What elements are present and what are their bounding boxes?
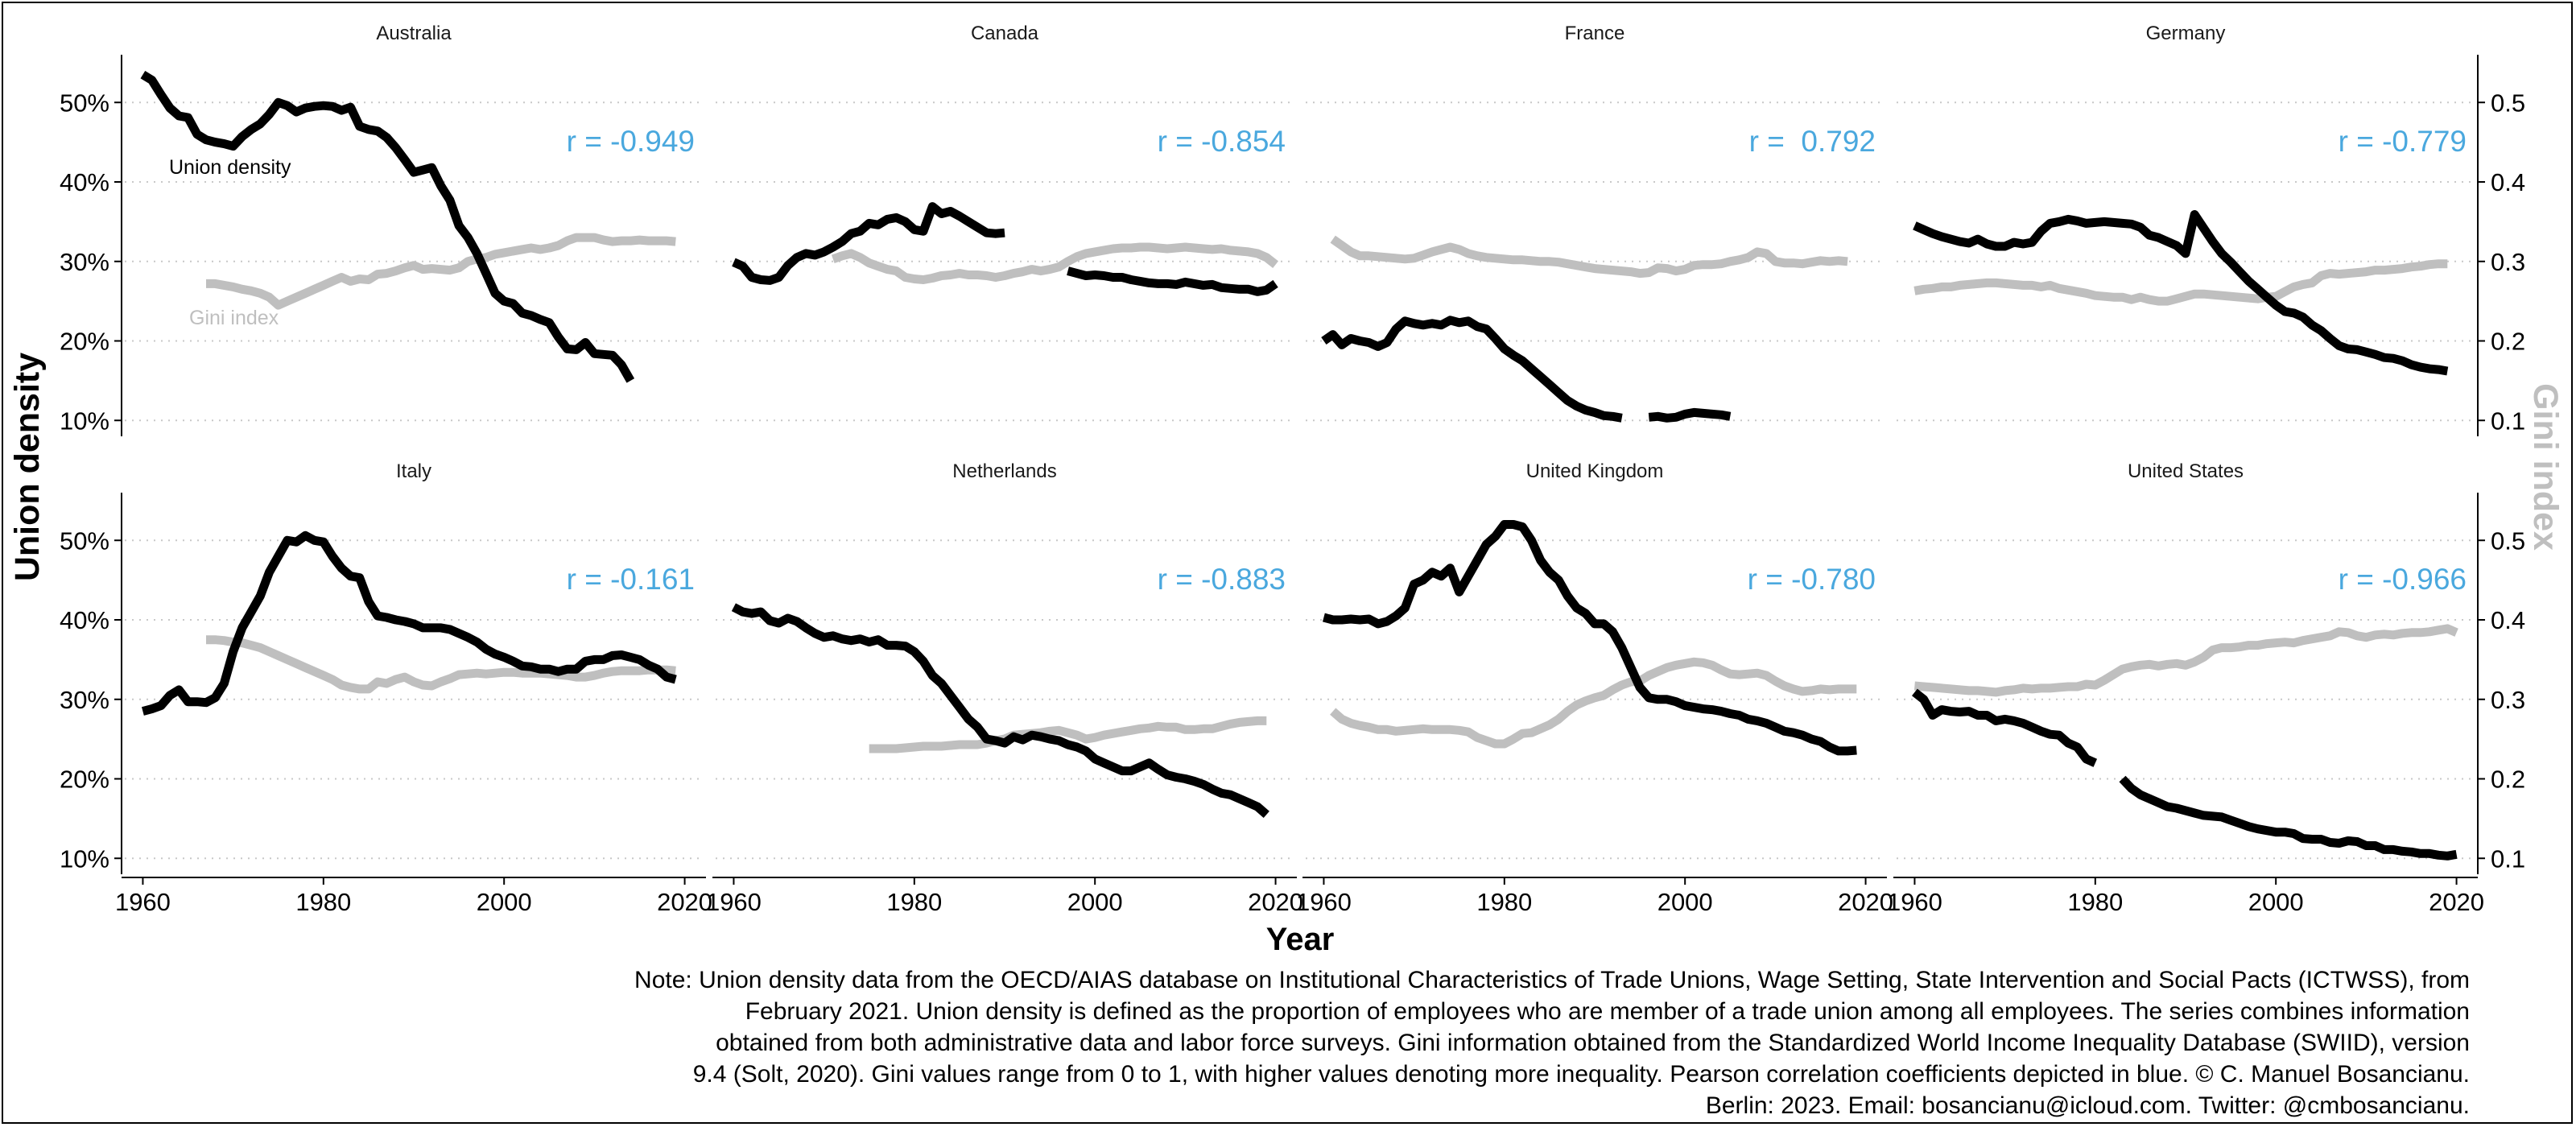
x-tick-label: 2020: [657, 888, 712, 916]
union-line: [1648, 407, 1732, 423]
y2-tick-label: 0.4: [2491, 168, 2525, 196]
union-line: [2119, 775, 2458, 861]
y2-tick-label: 0.2: [2491, 328, 2525, 356]
panel-title: Germany: [2146, 23, 2226, 44]
gini-line: [1330, 657, 1857, 749]
note-line: obtained from both administrative data a…: [716, 1030, 2470, 1056]
union-density-label: Union density: [169, 156, 291, 179]
gini-line: [206, 233, 676, 310]
panel-united-kingdom: United Kingdom 1960 1980 2000 2020 r = -0.780: [1296, 460, 1893, 916]
x-tick-label: 2000: [2248, 888, 2304, 916]
panel-germany: Germany r = -0.779: [1897, 23, 2475, 422]
y-tick-label: 40%: [60, 168, 109, 196]
y2-tick-label: 0.2: [2491, 766, 2525, 794]
panel-canada: Canada r = -0.854: [716, 23, 1294, 422]
y-tick-label: 20%: [60, 328, 109, 356]
x-tick-label: 2020: [1838, 888, 1893, 916]
x-tick-label: 2000: [1657, 888, 1713, 916]
gini-line: [831, 242, 1279, 284]
panel-title: Italy: [396, 460, 431, 482]
gini-line: [206, 635, 676, 694]
note-line: Berlin: 2023. Email: bosancianu@icloud.c…: [1705, 1092, 2470, 1119]
x-tick-label: 2020: [1248, 888, 1303, 916]
union-line: [140, 71, 635, 383]
panel-title: Netherlands: [952, 460, 1056, 482]
correlation-label: r = -0.966: [2339, 563, 2467, 596]
gini-line: [869, 716, 1267, 753]
y-tick-label: 30%: [60, 686, 109, 714]
panel-title: France: [1565, 23, 1625, 44]
union-line: [732, 202, 1005, 285]
x-tick-label: 2000: [477, 888, 532, 916]
y-tick-label: 40%: [60, 606, 109, 634]
panel-title: Canada: [971, 23, 1039, 44]
y2-tick-label: 0.1: [2491, 407, 2525, 435]
panel-united-states: United States 1960 1980 2000 2020 r = -0.966: [1887, 460, 2484, 916]
note-line: February 2021. Union density is defined …: [745, 998, 2470, 1025]
panel-title: United Kingdom: [1526, 460, 1664, 482]
union-line: [1067, 266, 1278, 296]
correlation-label: r = -0.161: [567, 563, 695, 596]
panel-title: United States: [2128, 460, 2244, 482]
x-tick-label: 1980: [1476, 888, 1532, 916]
x-tick-label: 2020: [2429, 888, 2484, 916]
y-tick-label: 50%: [60, 526, 109, 555]
gini-line: [1330, 235, 1848, 279]
y2-tick-label: 0.5: [2491, 526, 2525, 555]
x-tick-label: 1960: [1887, 888, 1942, 916]
gini-index-label: Gini index: [189, 307, 279, 329]
correlation-label: r = -0.779: [2339, 125, 2467, 158]
x-tick-label: 1960: [706, 888, 762, 916]
correlation-label: r = -0.854: [1158, 125, 1286, 158]
x-tick-label: 1980: [886, 888, 942, 916]
correlation-label: r = -0.883: [1158, 563, 1286, 596]
y2-tick-label: 0.3: [2491, 686, 2525, 714]
y2-axis-title: Gini index: [2526, 383, 2565, 551]
panel-italy: Italy 1960 1980 2000 2020 r = -0.161: [115, 460, 712, 916]
y2-tick-label: 0.4: [2491, 606, 2525, 634]
y-axis-title: Union density: [8, 353, 47, 581]
union-line: [1913, 210, 2449, 376]
x-tick-label: 1960: [115, 888, 171, 916]
panel-australia: Australia r = -0.949 Union density Gini ind…: [125, 23, 703, 422]
note-line: 9.4 (Solt, 2020). Gini values range from…: [692, 1061, 2470, 1088]
panels: 10% 20% 30% 40% 50% 0.1 0.2 0.3 0.4 0.5 10% 20% 30% 4…: [60, 23, 2525, 916]
x-axis-title: Year: [1266, 922, 1335, 957]
y-tick-label: 30%: [60, 248, 109, 276]
gini-line: [1913, 624, 2458, 697]
x-tick-label: 1960: [1296, 888, 1352, 916]
y2-tick-label: 0.5: [2491, 89, 2525, 117]
y2-tick-label: 0.1: [2491, 844, 2525, 873]
caption-note: Note: Union density data from the OECD/A…: [242, 964, 2470, 1121]
y-tick-label: 20%: [60, 766, 109, 794]
correlation-label: r = -0.949: [567, 125, 695, 158]
x-tick-label: 1980: [295, 888, 351, 916]
union-line: [1321, 316, 1623, 423]
union-line: [1911, 688, 2098, 767]
y2-tick-label: 0.3: [2491, 248, 2525, 276]
panel-title: Australia: [376, 23, 452, 44]
note-line: Note: Union density data from the OECD/A…: [634, 967, 2470, 993]
panel-france: France r = 0.792: [1306, 23, 1884, 423]
x-tick-label: 1980: [2067, 888, 2123, 916]
correlation-label: r = 0.792: [1749, 125, 1876, 158]
panel-netherlands: Netherlands 1960 1980 2000 2020 r = -0.883: [706, 460, 1303, 916]
union-line: [141, 530, 677, 716]
gini-line: [1913, 259, 2448, 306]
y-tick-label: 10%: [60, 407, 109, 435]
union-line: [731, 603, 1269, 819]
correlation-label: r = -0.780: [1748, 563, 1876, 596]
union-line: [1322, 520, 1857, 756]
y-tick-label: 50%: [60, 89, 109, 117]
y-tick-label: 10%: [60, 844, 109, 873]
x-tick-label: 2000: [1067, 888, 1123, 916]
